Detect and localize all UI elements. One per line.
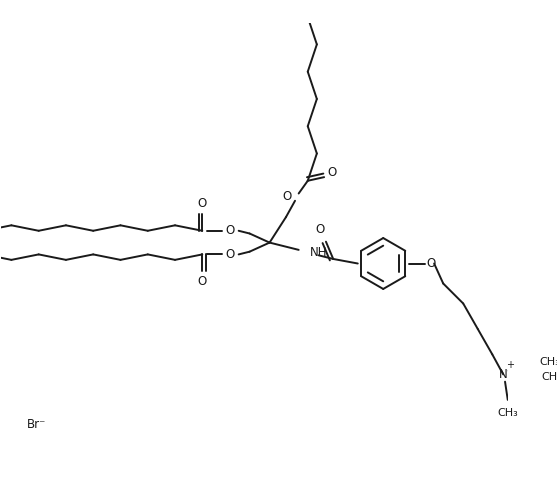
Text: O: O bbox=[198, 275, 207, 288]
Text: CH₃: CH₃ bbox=[497, 408, 518, 417]
Text: O: O bbox=[226, 248, 235, 261]
Text: CH₃: CH₃ bbox=[541, 372, 557, 382]
Text: O: O bbox=[427, 257, 436, 270]
Text: +: + bbox=[506, 360, 515, 370]
Text: O: O bbox=[198, 197, 207, 210]
Text: CH₃: CH₃ bbox=[540, 357, 557, 367]
Text: N: N bbox=[499, 368, 507, 381]
Text: Br⁻: Br⁻ bbox=[27, 418, 46, 431]
Text: O: O bbox=[226, 224, 235, 237]
Text: O: O bbox=[282, 190, 291, 203]
Text: O: O bbox=[328, 166, 337, 179]
Text: NH: NH bbox=[310, 246, 327, 259]
Text: O: O bbox=[316, 223, 325, 237]
